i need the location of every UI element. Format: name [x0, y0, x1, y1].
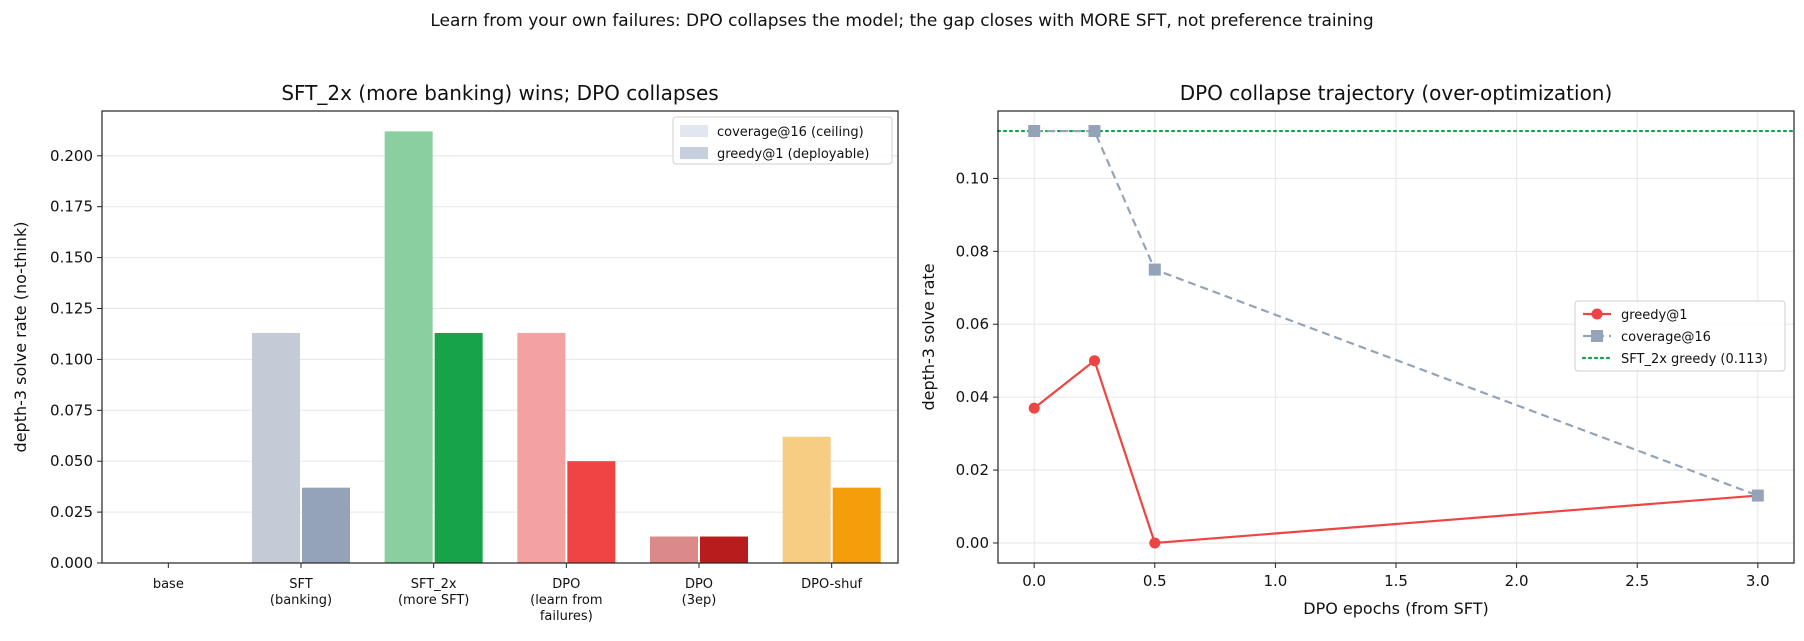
coverage-bar-2 — [384, 131, 433, 564]
right-x-tick-label: 3.0 — [1746, 572, 1770, 590]
left-bar-chart: SFT_2x (more banking) wins; DPO collapse… — [11, 81, 899, 624]
left-y-tick-label: 0.175 — [50, 198, 93, 216]
greedy-bar-2 — [434, 332, 483, 563]
right-legend-box — [1574, 300, 1786, 372]
right-x-tick-label: 1.0 — [1263, 572, 1287, 590]
right-y-tick-label: 0.04 — [956, 388, 989, 406]
right-legend-label-2: SFT_2x greedy (0.113) — [1621, 352, 1768, 367]
right-y-tick-label: 0.00 — [956, 534, 989, 552]
legend-swatch-0 — [680, 125, 708, 137]
left-legend: coverage@16 (ceiling) greedy@1 (deployabl… — [672, 116, 893, 165]
left-y-tick-label: 0.125 — [50, 299, 93, 317]
right-legend-label-0: greedy@1 — [1621, 308, 1688, 323]
left-y-axis-label: depth-3 solve rate (no-think) — [11, 222, 30, 453]
right-x-tick-label: 1.5 — [1384, 572, 1408, 590]
left-legend-box — [672, 116, 893, 165]
greedy-point-0 — [1028, 402, 1040, 414]
left-x-tick-label: base — [153, 577, 184, 592]
coverage-bar-1 — [252, 332, 300, 563]
legend-swatch-1 — [680, 147, 708, 159]
greedy-bar-5 — [832, 487, 881, 563]
figure-suptitle: Learn from your own failures: DPO collap… — [430, 11, 1373, 31]
right-legend-marker-0 — [1591, 308, 1603, 320]
greedy-point-1 — [1088, 355, 1100, 367]
coverage-bar-4 — [650, 536, 698, 563]
left-x-tick-label: failures) — [540, 609, 593, 624]
left-x-tick-label: DPO — [552, 577, 580, 592]
right-chart-title: DPO collapse trajectory (over-optimizati… — [1180, 81, 1613, 105]
left-x-tick-label: (3ep) — [682, 593, 717, 608]
left-x-tick-label: (banking) — [270, 593, 332, 608]
right-line-chart: DPO collapse trajectory (over-optimizati… — [919, 81, 1796, 618]
left-y-tick-label: 0.100 — [50, 350, 93, 368]
right-x-tick-label: 0.5 — [1143, 572, 1167, 590]
left-y-tick-label: 0.150 — [50, 249, 93, 267]
right-x-axis-label: DPO epochs (from SFT) — [1303, 599, 1488, 618]
greedy-bar-1 — [302, 487, 350, 563]
right-y-tick-label: 0.06 — [956, 315, 989, 333]
right-legend: greedy@1 coverage@16 SFT_2x greedy (0.113) — [1574, 300, 1786, 372]
right-x-tick-label: 2.0 — [1505, 572, 1529, 590]
left-y-tick-label: 0.050 — [50, 452, 93, 470]
coverage-bar-5 — [782, 436, 831, 563]
left-axes-frame — [101, 110, 899, 564]
left-x-tick-label: DPO-shuf — [801, 577, 862, 592]
left-y-tick-label: 0.025 — [50, 503, 93, 521]
coverage-point-2 — [1148, 263, 1161, 276]
right-y-tick-label: 0.10 — [956, 169, 989, 187]
legend-label-0: coverage@16 (ceiling) — [717, 125, 864, 140]
coverage-point-0 — [1028, 125, 1041, 138]
legend-label-1: greedy@1 (deployable) — [717, 147, 869, 162]
left-x-tick-label: SFT — [289, 577, 313, 592]
right-x-tick-label: 0.0 — [1022, 572, 1046, 590]
right-x-tick-label: 2.5 — [1625, 572, 1649, 590]
greedy-point-2 — [1149, 537, 1161, 549]
left-x-tick-label: (learn from — [530, 593, 602, 608]
left-y-tick-label: 0.075 — [50, 401, 93, 419]
left-chart-title: SFT_2x (more banking) wins; DPO collapse… — [281, 81, 718, 105]
greedy-bar-3 — [567, 461, 616, 563]
left-x-tick-label: DPO — [685, 577, 713, 592]
greedy-bar-4 — [700, 536, 748, 563]
left-x-tick-label: (more SFT) — [398, 593, 469, 608]
coverage-point-1 — [1088, 125, 1101, 138]
coverage-point-3 — [1751, 489, 1764, 502]
coverage-bar-3 — [517, 332, 566, 563]
right-y-tick-label: 0.08 — [956, 242, 989, 260]
right-axes-frame — [997, 110, 1795, 564]
left-y-tick-label: 0.000 — [50, 554, 93, 572]
right-y-axis-label: depth-3 solve rate — [919, 263, 938, 410]
left-y-tick-label: 0.200 — [50, 147, 93, 165]
greedy-1-line — [1033, 358, 1758, 545]
right-y-tick-label: 0.02 — [956, 461, 989, 479]
left-x-tick-label: SFT_2x — [411, 577, 457, 592]
right-legend-label-1: coverage@16 — [1621, 330, 1711, 345]
coverage-16-line — [1034, 129, 1759, 497]
right-legend-marker-1 — [1591, 330, 1603, 342]
